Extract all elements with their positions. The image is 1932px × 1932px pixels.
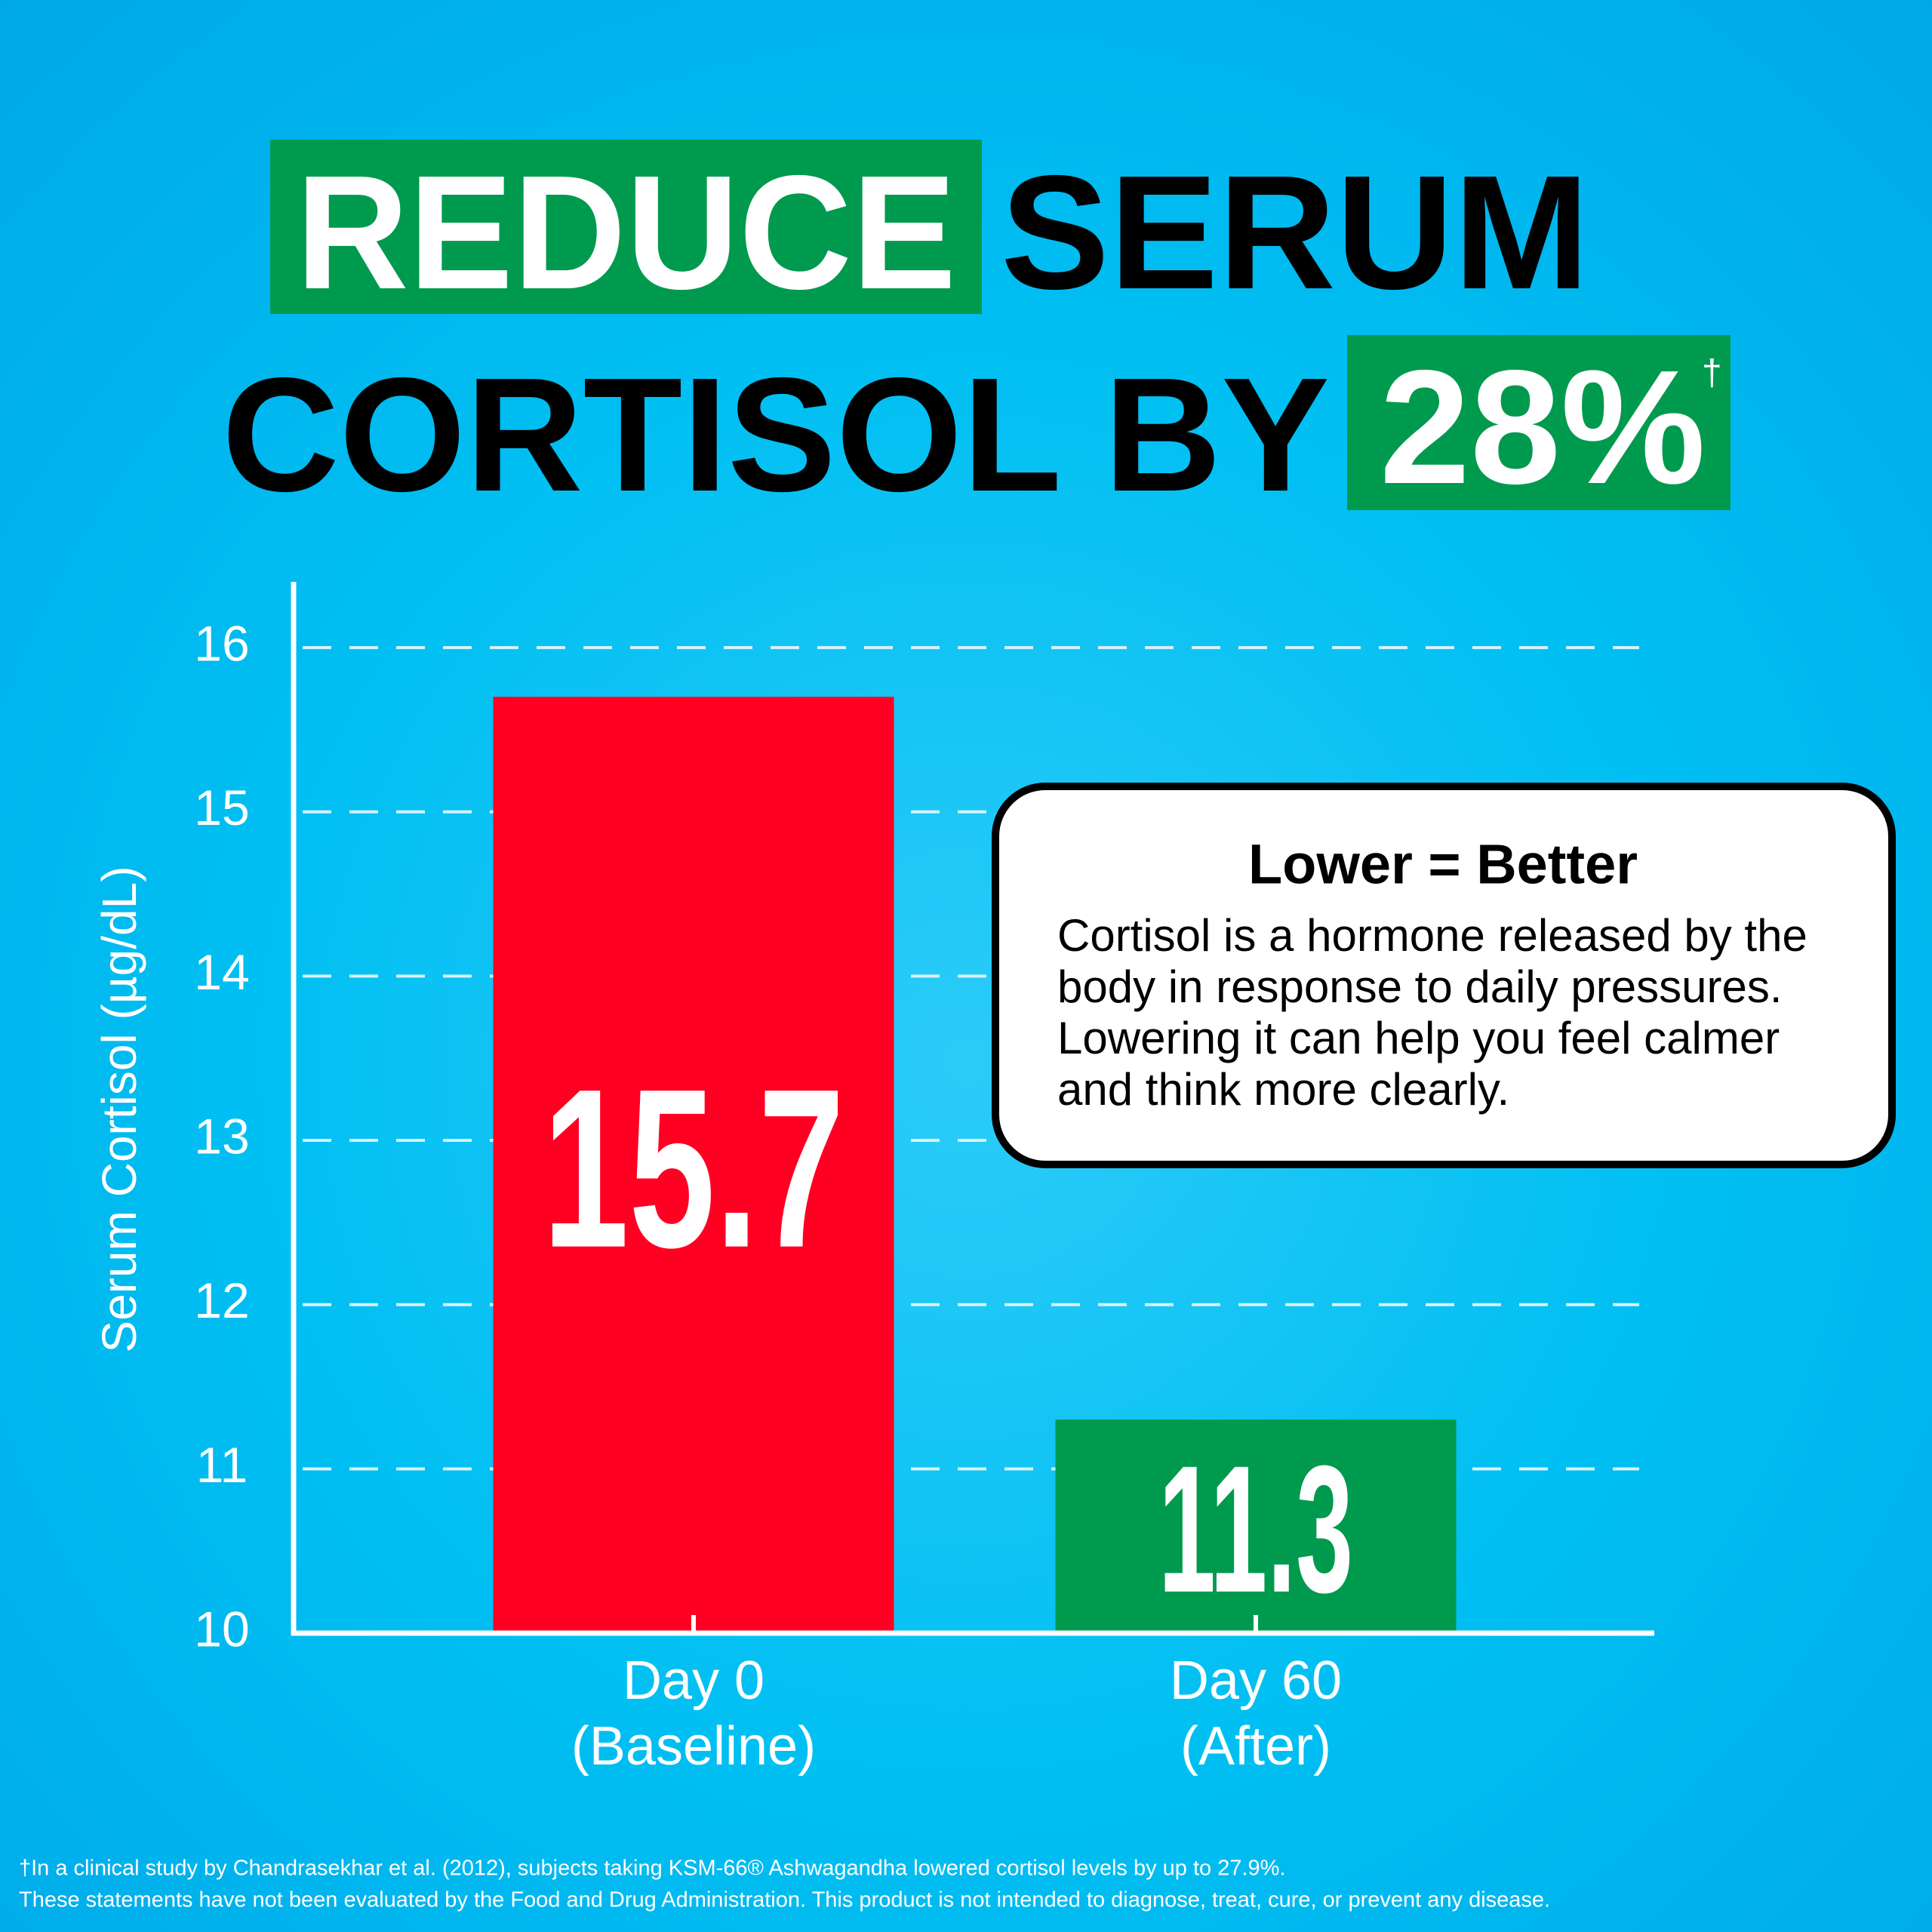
- x-tick-label: Day 60: [1170, 1651, 1342, 1711]
- y-tick-label: 13: [194, 1108, 249, 1164]
- callout-line: Cortisol is a hormone released by the: [1057, 910, 1807, 961]
- title-dagger: †: [1702, 353, 1722, 393]
- footnote-line: †In a clinical study by Chandrasekhar et…: [19, 1857, 1286, 1881]
- title-highlight: [1347, 335, 1730, 510]
- value-label: 11.3: [1158, 1428, 1353, 1630]
- value-label: 15.7: [543, 1041, 844, 1295]
- callout-box: [992, 783, 1896, 1168]
- title-word: CORTISOL BY: [222, 343, 1330, 525]
- bar: [1055, 1420, 1457, 1633]
- callout-line: Lowering it can help you feel calmer: [1057, 1013, 1780, 1063]
- y-tick-label: 15: [194, 780, 249, 835]
- footnote: †In a clinical study by Chandrasekhar et…: [19, 1857, 1550, 1912]
- callout-body: Cortisol is a hormone released by thebod…: [1057, 910, 1807, 1115]
- callout-title: Lower = Better: [1248, 833, 1638, 896]
- y-tick-label: 16: [194, 616, 249, 672]
- x-tick-note: (After): [1180, 1716, 1331, 1777]
- footnote-line: These statements have not been evaluated…: [19, 1888, 1550, 1912]
- x-tick-note: (Baseline): [571, 1716, 816, 1777]
- y-tick-label: 10: [194, 1601, 249, 1657]
- y-tick-label: 12: [194, 1272, 249, 1328]
- callout-line: and think more clearly.: [1057, 1064, 1509, 1115]
- y-tick-label: 14: [194, 944, 249, 1000]
- bar: [493, 697, 894, 1633]
- y-tick-label: 11: [196, 1437, 248, 1493]
- plot: 10 11 12 13 14 15 16 15.7 Day 0(Baseline) 11.3 Day…: [194, 616, 1639, 1777]
- title-highlight: [270, 140, 982, 314]
- y-axis-label: Serum Cortisol (µg/dL): [92, 866, 146, 1352]
- callout-line: body in response to daily pressures.: [1057, 961, 1783, 1012]
- x-tick-label: Day 0: [623, 1651, 764, 1711]
- title-word: SERUM: [1001, 141, 1589, 323]
- title-word: 28%: [1380, 336, 1706, 518]
- title-word: REDUCE: [296, 141, 956, 323]
